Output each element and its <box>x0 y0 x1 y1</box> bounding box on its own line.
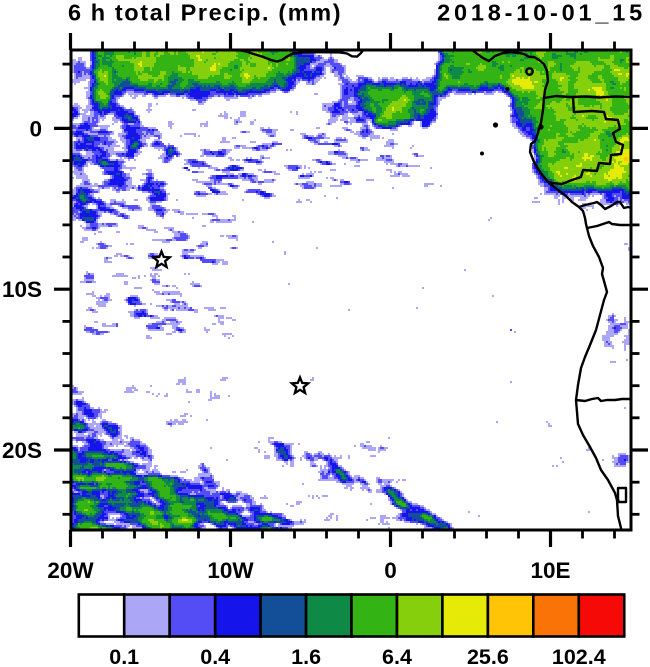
svg-text:0: 0 <box>29 116 42 141</box>
svg-text:0: 0 <box>384 558 397 583</box>
svg-text:10W: 10W <box>207 558 254 583</box>
svg-text:2018-10-01_15: 2018-10-01_15 <box>437 0 646 26</box>
svg-text:0.4: 0.4 <box>200 645 230 667</box>
svg-text:10S: 10S <box>2 277 42 302</box>
svg-text:10E: 10E <box>530 558 570 583</box>
svg-text:102.4: 102.4 <box>552 645 606 667</box>
svg-text:20S: 20S <box>2 438 42 463</box>
svg-text:0.1: 0.1 <box>109 645 139 667</box>
svg-text:25.6: 25.6 <box>467 645 509 667</box>
svg-text:6 h total Precip. (mm): 6 h total Precip. (mm) <box>68 0 342 26</box>
svg-text:1.6: 1.6 <box>291 645 321 667</box>
svg-text:6.4: 6.4 <box>382 645 412 667</box>
svg-text:20W: 20W <box>47 558 94 583</box>
